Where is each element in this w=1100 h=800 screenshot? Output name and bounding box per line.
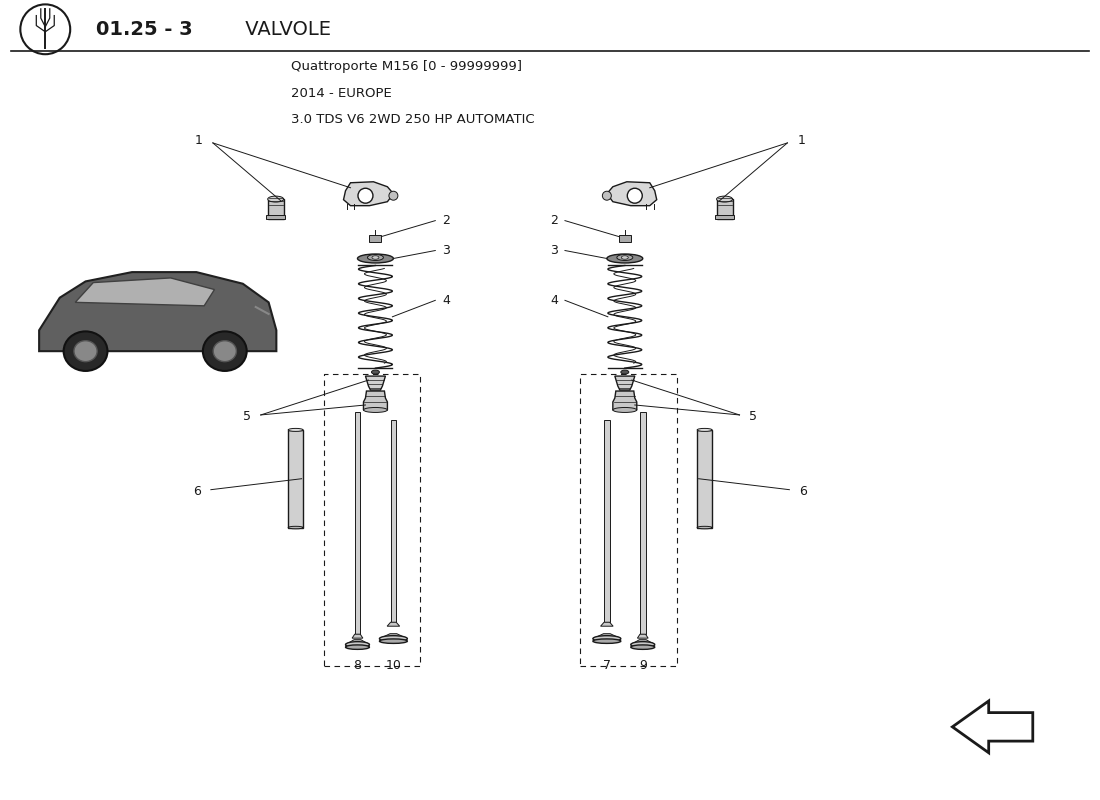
Ellipse shape bbox=[716, 196, 733, 202]
Circle shape bbox=[358, 188, 373, 203]
Text: 6: 6 bbox=[192, 485, 201, 498]
Bar bbox=[266, 214, 285, 218]
Bar bbox=[267, 199, 284, 218]
Ellipse shape bbox=[621, 256, 628, 259]
Text: VALVOLE: VALVOLE bbox=[239, 20, 331, 38]
Bar bbox=[715, 214, 734, 218]
Ellipse shape bbox=[630, 645, 654, 650]
Polygon shape bbox=[343, 182, 394, 206]
Polygon shape bbox=[953, 701, 1033, 753]
Circle shape bbox=[627, 188, 642, 203]
Ellipse shape bbox=[372, 256, 378, 259]
Polygon shape bbox=[387, 622, 399, 626]
Bar bbox=[370, 235, 382, 242]
Ellipse shape bbox=[345, 642, 370, 648]
Polygon shape bbox=[363, 391, 387, 410]
Ellipse shape bbox=[389, 191, 398, 200]
Polygon shape bbox=[601, 622, 613, 626]
Text: 3: 3 bbox=[550, 244, 558, 257]
Ellipse shape bbox=[630, 642, 654, 648]
Ellipse shape bbox=[379, 636, 407, 642]
Bar bbox=[640, 412, 646, 634]
Text: Quattroporte M156 [0 - 99999999]: Quattroporte M156 [0 - 99999999] bbox=[290, 60, 521, 73]
Bar bbox=[354, 412, 361, 634]
Text: 6: 6 bbox=[800, 485, 807, 498]
Polygon shape bbox=[615, 376, 635, 390]
Ellipse shape bbox=[379, 639, 407, 643]
Text: 5: 5 bbox=[749, 410, 758, 423]
Text: 4: 4 bbox=[442, 294, 450, 307]
Ellipse shape bbox=[593, 636, 620, 642]
Ellipse shape bbox=[267, 196, 284, 202]
Ellipse shape bbox=[358, 254, 394, 263]
Bar bbox=[716, 199, 733, 218]
Polygon shape bbox=[607, 182, 657, 206]
Ellipse shape bbox=[607, 254, 642, 263]
Text: 01.25 - 3: 01.25 - 3 bbox=[96, 20, 192, 38]
Polygon shape bbox=[365, 376, 385, 390]
Ellipse shape bbox=[697, 429, 712, 431]
Text: 2: 2 bbox=[442, 214, 450, 227]
Ellipse shape bbox=[372, 370, 379, 374]
Polygon shape bbox=[352, 634, 363, 638]
Ellipse shape bbox=[620, 370, 629, 374]
Ellipse shape bbox=[288, 429, 304, 431]
Ellipse shape bbox=[593, 639, 620, 643]
Bar bbox=[390, 420, 396, 622]
Polygon shape bbox=[613, 391, 637, 410]
Text: 2014 - EUROPE: 2014 - EUROPE bbox=[290, 86, 392, 99]
Text: 9: 9 bbox=[639, 659, 647, 672]
Polygon shape bbox=[593, 634, 620, 638]
Text: 1: 1 bbox=[195, 134, 202, 147]
Text: 2: 2 bbox=[550, 214, 558, 227]
Bar bbox=[619, 235, 630, 242]
Polygon shape bbox=[637, 634, 648, 638]
Bar bbox=[697, 430, 712, 527]
Ellipse shape bbox=[603, 191, 612, 200]
Text: 5: 5 bbox=[243, 410, 251, 423]
Ellipse shape bbox=[288, 526, 304, 529]
Text: 4: 4 bbox=[550, 294, 558, 307]
Text: 3: 3 bbox=[442, 244, 450, 257]
Text: 10: 10 bbox=[385, 659, 402, 672]
Ellipse shape bbox=[345, 645, 370, 650]
Text: 8: 8 bbox=[353, 659, 362, 672]
Polygon shape bbox=[630, 640, 654, 645]
Ellipse shape bbox=[363, 407, 387, 413]
Polygon shape bbox=[379, 634, 407, 638]
Ellipse shape bbox=[367, 254, 384, 261]
Text: 7: 7 bbox=[603, 659, 611, 672]
Ellipse shape bbox=[697, 526, 712, 529]
Polygon shape bbox=[345, 640, 370, 645]
Text: 1: 1 bbox=[798, 134, 805, 147]
Bar bbox=[288, 430, 304, 527]
Ellipse shape bbox=[617, 254, 632, 261]
Text: 3.0 TDS V6 2WD 250 HP AUTOMATIC: 3.0 TDS V6 2WD 250 HP AUTOMATIC bbox=[290, 114, 535, 126]
Bar bbox=[604, 420, 609, 622]
Ellipse shape bbox=[613, 407, 637, 413]
